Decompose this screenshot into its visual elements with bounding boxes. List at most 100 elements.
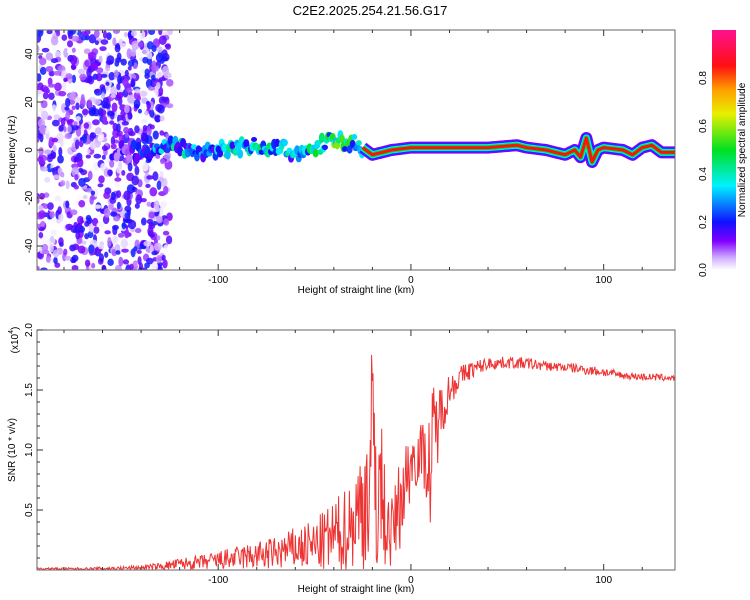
snr-ytick-label: 1.5 (24, 383, 35, 397)
noise-dot (60, 117, 66, 127)
spectrogram-xlabel: Height of straight line (km) (298, 285, 415, 296)
snr-xlabel: Height of straight line (km) (298, 584, 415, 595)
noise-dot (121, 248, 129, 253)
noise-dot (143, 240, 152, 247)
noise-dot (42, 249, 50, 255)
noise-dot (61, 81, 67, 91)
snr-ytick-label: 1.0 (24, 443, 35, 457)
spectrogram-xtick-label: -100 (208, 275, 228, 286)
noise-dot (37, 265, 40, 270)
noise-dot (130, 30, 137, 37)
noise-dot (66, 119, 73, 124)
noise-dot (70, 209, 78, 216)
noise-dot (66, 40, 73, 48)
noise-dot (156, 235, 161, 241)
ridge-blob (229, 141, 236, 150)
noise-dot (37, 197, 40, 204)
noise-dot (163, 218, 170, 226)
noise-dot (87, 99, 93, 109)
noise-dot (51, 119, 60, 127)
noise-dot (112, 37, 117, 46)
ridge-blob (321, 144, 328, 151)
noise-dot (42, 91, 49, 100)
snr-ytick-label: 2.0 (24, 323, 35, 337)
noise-dot (93, 30, 100, 39)
noise-dot (46, 30, 53, 35)
noise-dot (102, 30, 107, 39)
noise-dot (153, 40, 161, 46)
noise-dot (38, 146, 44, 156)
noise-dot (67, 48, 72, 54)
noise-dot (53, 256, 58, 265)
noise-dot (156, 180, 162, 190)
noise-dot (54, 82, 62, 91)
spectrogram-ytick-label: 20 (24, 96, 35, 108)
noise-dot (77, 68, 86, 75)
noise-dot (94, 40, 100, 46)
noise-dot (155, 154, 161, 159)
noise-dot (64, 106, 70, 111)
noise-dot (109, 120, 115, 125)
noise-dot (67, 125, 72, 134)
noise-dot (159, 200, 168, 209)
noise-dot (46, 155, 53, 163)
noise-dot (104, 251, 109, 258)
noise-dot (104, 230, 111, 235)
noise-dot (149, 244, 154, 254)
noise-dot (93, 153, 102, 159)
noise-dot (76, 222, 83, 231)
ridge-blob (126, 154, 133, 162)
noise-dot (116, 123, 121, 133)
ridge-blob (281, 139, 288, 147)
noise-dot (116, 83, 121, 91)
noise-dot (75, 231, 81, 240)
noise-dot (37, 30, 44, 37)
noise-dot (58, 146, 63, 157)
noise-dot (53, 70, 61, 76)
noise-dot (105, 81, 110, 86)
noise-dot (110, 136, 116, 146)
noise-dot (116, 201, 121, 210)
noise-dot (71, 35, 80, 42)
noise-dot (122, 78, 129, 86)
noise-dot (89, 141, 96, 151)
noise-dot (153, 211, 159, 217)
noise-dot (47, 83, 56, 88)
colorbar-tick-label: 0.0 (698, 263, 709, 277)
spectrogram-ytick-label: -40 (24, 238, 35, 253)
noise-dot (110, 86, 117, 96)
noise-dot (80, 34, 88, 41)
noise-dot (78, 168, 84, 173)
noise-dot (127, 60, 135, 67)
noise-dot (130, 48, 137, 57)
noise-dot (87, 230, 94, 239)
noise-dot (69, 55, 78, 65)
noise-dot (152, 171, 159, 181)
noise-dot (146, 175, 154, 180)
noise-dot (131, 40, 140, 51)
noise-dot (37, 89, 44, 98)
noise-dot (120, 238, 129, 249)
noise-dot (123, 32, 128, 38)
colorbar-tick-label: 0.4 (698, 167, 709, 181)
noise-dot (39, 124, 46, 135)
noise-dot (63, 248, 68, 256)
ridge-blob (351, 133, 358, 140)
noise-dot (45, 52, 54, 61)
ridge-blob (342, 146, 349, 152)
noise-dot (53, 174, 60, 180)
noise-dot (37, 156, 44, 163)
noise-dot (71, 258, 77, 264)
snr-xtick-label: 0 (408, 575, 414, 586)
noise-dot (73, 156, 79, 163)
noise-dot (98, 55, 103, 64)
noise-dot (99, 46, 107, 52)
noise-dot (47, 77, 53, 86)
colorbar-tick-label: 0.2 (698, 215, 709, 229)
noise-dot (77, 215, 84, 225)
noise-dot (57, 154, 64, 164)
noise-dot (40, 220, 46, 228)
noise-dot (146, 218, 154, 225)
noise-dot (61, 34, 68, 41)
